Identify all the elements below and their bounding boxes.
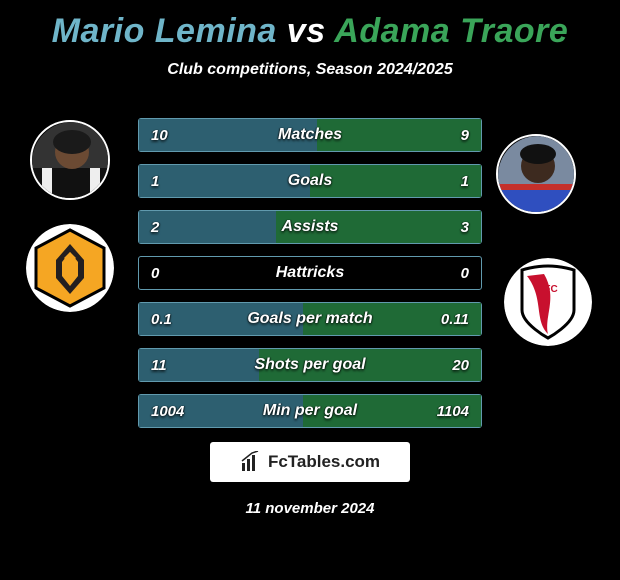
stat-row: 10041104Min per goal (138, 394, 482, 428)
stat-label: Matches (139, 119, 481, 151)
stat-label: Goals per match (139, 303, 481, 335)
date-label: 11 november 2024 (0, 500, 620, 517)
stat-label: Goals (139, 165, 481, 197)
stat-row: 00Hattricks (138, 256, 482, 290)
stat-label: Assists (139, 211, 481, 243)
stat-label: Shots per goal (139, 349, 481, 381)
stat-row: 11Goals (138, 164, 482, 198)
stat-row: 1120Shots per goal (138, 348, 482, 382)
title-vs: vs (287, 12, 326, 50)
subtitle: Club competitions, Season 2024/2025 (0, 61, 620, 79)
stat-label: Min per goal (139, 395, 481, 427)
title-player2: Adama Traore (334, 12, 568, 50)
page-title: Mario Lemina vs Adama Traore (0, 0, 620, 51)
stat-row: 0.10.11Goals per match (138, 302, 482, 336)
branding-logo: FcTables.com (210, 442, 410, 482)
chart-icon (240, 451, 262, 473)
title-player1: Mario Lemina (52, 12, 277, 50)
stat-row: 23Assists (138, 210, 482, 244)
stats-table: 109Matches 11Goals 23Assists 00Hattricks 0.1… (138, 118, 482, 440)
player2-avatar (496, 134, 576, 214)
stat-label: Hattricks (139, 257, 481, 289)
player1-club-badge (26, 224, 114, 312)
stat-row: 109Matches (138, 118, 482, 152)
player1-avatar (30, 120, 110, 200)
branding-text: FcTables.com (268, 452, 380, 472)
player2-club-badge: FFC (504, 258, 592, 346)
svg-text:FFC: FFC (538, 284, 557, 295)
